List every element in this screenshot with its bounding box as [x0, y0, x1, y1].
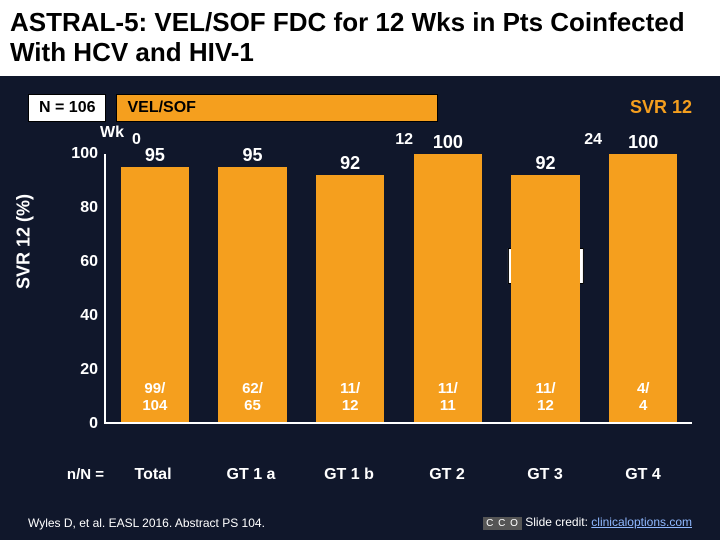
category-label: GT 2 [398, 466, 496, 484]
bar: 9211/12 [316, 175, 384, 422]
y-tick: 100 [71, 145, 98, 163]
timeline: N = 106 VEL/SOF SVR 12 [28, 94, 692, 122]
bar: 10011/11 [414, 154, 482, 422]
bar-value: 100 [414, 132, 482, 153]
category-label: GT 4 [594, 466, 692, 484]
y-tick: 80 [80, 199, 98, 217]
credit-label: Slide credit: [525, 515, 588, 529]
bar-value: 95 [218, 145, 286, 166]
y-axis-label: SVR 12 (%) [14, 194, 35, 289]
y-tick: 40 [80, 307, 98, 325]
bar-value: 92 [511, 153, 579, 174]
y-tick: 0 [89, 415, 98, 433]
bar: 9599/104 [121, 167, 189, 422]
credit-link[interactable]: clinicaloptions.com [591, 515, 692, 529]
bar-nn: 11/12 [316, 380, 384, 414]
bar-nn: 4/4 [609, 380, 677, 414]
y-tick: 60 [80, 253, 98, 271]
cc-icon: C C O [483, 517, 522, 530]
bar-nn: 62/65 [218, 380, 286, 414]
bar-cell: 1 LTFU9211/12 [301, 154, 399, 422]
week-scale: Wk 0 12 24 [28, 124, 692, 142]
reference-text: Wyles D, et al. EASL 2016. Abstract PS 1… [28, 516, 265, 530]
category-label: GT 1 a [202, 466, 300, 484]
bar-value: 95 [121, 145, 189, 166]
bar-nn: 99/104 [121, 380, 189, 414]
bar-cell: 1004/4 [594, 154, 692, 422]
slide-credit: C C O Slide credit: clinicaloptions.com [479, 515, 692, 530]
bar-value: 100 [609, 132, 677, 153]
bar-cell: 1 withdrewconsent9211/12 [497, 154, 595, 422]
slide-title: ASTRAL-5: VEL/SOF FDC for 12 Wks in Pts … [0, 0, 720, 76]
nn-prefix: n/N = [28, 466, 104, 484]
bar-nn: 11/12 [511, 380, 579, 414]
bar: 9562/65 [218, 167, 286, 422]
bar: 1004/4 [609, 154, 677, 422]
category-label: GT 3 [496, 466, 594, 484]
y-tick: 20 [80, 361, 98, 379]
wk-tick-12: 12 [395, 131, 413, 149]
wk-tick-24: 24 [584, 131, 602, 149]
svr12-bar-chart: SVR 12 (%) 020406080100 9599/1042 relaps… [28, 154, 692, 424]
bar-cell: 9599/104 [106, 154, 204, 422]
bar-cell: 2 relapse1 LTFU9562/65 [204, 154, 302, 422]
bar-value: 92 [316, 153, 384, 174]
treatment-bar: VEL/SOF [116, 94, 438, 122]
category-label: GT 1 b [300, 466, 398, 484]
svr12-label: SVR 12 [630, 97, 692, 118]
category-label: Total [104, 466, 202, 484]
n-box: N = 106 [28, 94, 106, 122]
bar-cell: 10011/11 [399, 154, 497, 422]
bar-nn: 11/11 [414, 380, 482, 414]
category-row: n/N = TotalGT 1 aGT 1 bGT 2GT 3GT 4 [28, 466, 692, 484]
wk-label: Wk [28, 124, 132, 142]
bar: 9211/12 [511, 175, 579, 422]
